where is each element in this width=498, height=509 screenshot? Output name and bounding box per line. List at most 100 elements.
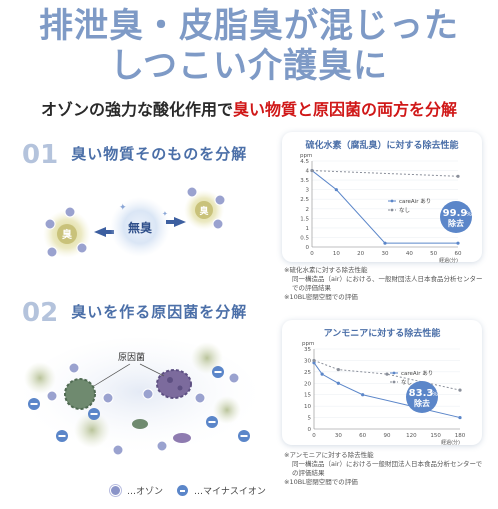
- y-tick-label: 0: [306, 245, 310, 251]
- series-line: [313, 362, 461, 419]
- x-tick-label: 0: [310, 251, 314, 257]
- y-tick-label: 10: [304, 404, 311, 410]
- x-tick-label: 180: [455, 433, 466, 439]
- smell-label-right: 臭: [199, 205, 209, 217]
- chart1-title: 硫化水素（腐乱臭）に対する除去性能: [305, 141, 459, 151]
- bacteria-small: [132, 419, 148, 429]
- series-line: [311, 170, 459, 177]
- data-point: [312, 358, 316, 363]
- removal-badge-unit: %: [432, 391, 438, 398]
- chart-card-ammonia: アンモニアに対する除去性能 ppm 0 5 10 15 20 25 30 35 0 30 60 90 12…: [282, 320, 482, 446]
- y-tick-label: 3.5: [300, 178, 309, 184]
- y-tick-label: 0.5: [300, 235, 309, 241]
- x-tick-label: 30: [335, 433, 342, 439]
- y-tick-label: 1: [306, 226, 310, 232]
- bacteria-purple: [156, 369, 192, 399]
- legend-marker: [392, 371, 396, 375]
- bacteria-green: [64, 378, 96, 410]
- smell-cloud: [24, 362, 56, 394]
- chart-card-hydrogen-sulfide: 硫化水素（腐乱臭）に対する除去性能 ppm 0 0.5 1 1.5 2 2.5 3 3.5 4 4.…: [282, 132, 482, 264]
- minus-ion-group: [28, 366, 250, 442]
- legend-label: careAir あり: [399, 198, 431, 205]
- bacteria-small: [173, 433, 191, 443]
- section2-title: 臭いを作る原因菌を分解: [71, 303, 248, 321]
- y-tick-label: 4: [306, 169, 310, 175]
- headline-line1: 排泄臭・皮脂臭が混じった: [39, 6, 459, 46]
- data-point: [334, 188, 338, 192]
- chart1-notes: ※硫化水素に対する除去性能 同一構造品（air）における、一般財団法人日本食品分…: [284, 266, 484, 302]
- y-tick-label: 0: [308, 427, 312, 433]
- x-tick-label: 30: [382, 251, 389, 257]
- legend-marker: [390, 199, 394, 203]
- odor-molecule-illustration: 臭 無臭 ✦ ✦ 臭: [43, 186, 226, 258]
- removal-badge-label: 除去: [448, 218, 464, 228]
- y-tick-label: 1.5: [300, 216, 309, 222]
- data-point: [383, 241, 387, 245]
- bacteria-pointer-line: [93, 363, 131, 387]
- section1-number: 01: [22, 140, 59, 170]
- smell-cloud: [74, 412, 110, 448]
- ozone-legend-icon: [110, 485, 121, 496]
- ozone-particle: [76, 242, 88, 254]
- bacteria-label: 原因菌: [118, 351, 145, 363]
- y-tick-label: 15: [304, 393, 311, 399]
- sparkle-icon: ✦: [119, 203, 127, 213]
- bacteria-illustration: 原因菌: [22, 338, 257, 458]
- data-point: [312, 361, 316, 365]
- legend-marker: [390, 208, 394, 212]
- data-point: [458, 388, 462, 392]
- bacteria-pointer-line: [139, 363, 165, 377]
- chart1-note: ※10BL密閉空間での評価: [284, 293, 358, 301]
- smell-molecule-left: [57, 224, 77, 244]
- section1-title: 臭い物質そのものを分解: [71, 145, 248, 163]
- chart1-note: 同一構造品（air）における、一般財団法人日本食品分析センターでの評価結果: [292, 275, 483, 292]
- bacteria-spot: [177, 385, 183, 391]
- x-tick-label: 120: [406, 433, 417, 439]
- data-point: [361, 393, 365, 397]
- ozone-particle: [46, 390, 58, 402]
- removal-badge-value: 99.9: [443, 208, 468, 219]
- legend-label: careAir あり: [401, 370, 433, 377]
- odorless-label: 無臭: [128, 220, 152, 235]
- subtitle-part1: オゾンの強力な酸化作用で: [40, 100, 233, 119]
- x-tick-label: 60: [455, 251, 462, 257]
- section2-number: 02: [22, 298, 59, 328]
- particle-legend: …オゾン …マイナスイオン: [110, 484, 266, 497]
- removal-badge-label: 除去: [414, 398, 430, 408]
- ozone-particle: [112, 444, 124, 456]
- ozone-particle: [46, 246, 58, 258]
- section2-heading: 02 臭いを作る原因菌を分解: [22, 298, 247, 328]
- bacteria-spot: [167, 377, 173, 383]
- data-point: [310, 168, 314, 173]
- data-point: [458, 415, 462, 420]
- x-tick-label: 60: [359, 433, 366, 439]
- ozone-particle: [142, 388, 154, 400]
- series-line: [311, 170, 458, 244]
- smell-label-left: 臭: [62, 228, 72, 241]
- chart2-note: 同一構造品（air）における一般財団法人日本食品分析センターでの評価結果: [292, 460, 483, 477]
- legend-marker: [392, 380, 396, 384]
- minus-ion-legend-label: …マイナスイオン: [194, 487, 266, 497]
- x-tick-label: 50: [430, 251, 437, 257]
- data-point: [320, 372, 324, 376]
- legend-label: なし: [401, 379, 412, 386]
- chart2-title: アンモニアに対する除去性能: [323, 329, 441, 339]
- ozone-legend-label: …オゾン: [127, 487, 164, 497]
- y-unit-label: ppm: [302, 341, 314, 347]
- ozone-particle: [64, 206, 76, 218]
- ozone-particle: [186, 186, 198, 198]
- chart2-notes: ※アンモニアに対する除去性能 同一構造品（air）における一般財団法人日本食品分…: [284, 451, 484, 487]
- data-point: [456, 174, 460, 178]
- arrow-icon: [166, 217, 186, 227]
- data-point: [456, 241, 460, 245]
- chart1-note: ※硫化水素に対する除去性能: [284, 266, 368, 274]
- y-tick-label: 20: [304, 381, 311, 387]
- removal-badge: [406, 381, 438, 413]
- y-tick-label: 2: [306, 207, 310, 213]
- smell-molecule-right: [195, 201, 213, 219]
- y-tick-label: 5: [308, 416, 312, 422]
- chart2-note: ※アンモニアに対する除去性能: [284, 451, 374, 459]
- removal-badge: [440, 201, 472, 233]
- ozone-particle: [44, 218, 56, 230]
- y-tick-label: 25: [304, 370, 311, 376]
